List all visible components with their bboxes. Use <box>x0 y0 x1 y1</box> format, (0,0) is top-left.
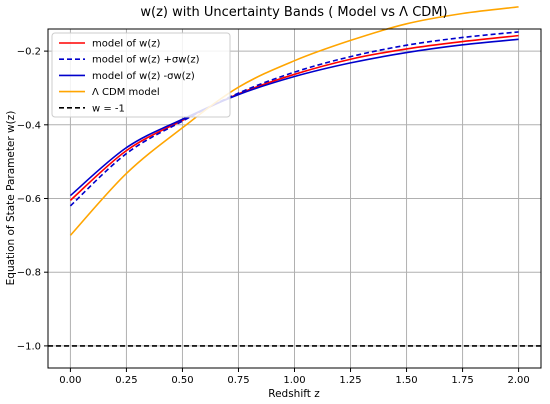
x-tick-label: 0.50 <box>171 375 193 386</box>
y-tick-label: −0.2 <box>17 47 41 58</box>
legend-label-model-of-w-z-w-z: model of w(z) +σw(z) <box>92 55 200 66</box>
series-line-model-of-w-z <box>69 34 519 201</box>
series-line-model-of-w-z-w-z <box>69 31 519 207</box>
legend: model of w(z) model of w(z) +σw(z) model o… <box>51 32 231 118</box>
tick-layer: 0.00 0.25 0.50 0.75 1.00 1.25 1.50 1.75 2.00 −1.0… <box>17 47 530 386</box>
y-tick-label: −0.8 <box>17 268 41 279</box>
y-tick-label: −1.0 <box>17 341 41 352</box>
x-tick-label: 1.75 <box>451 375 473 386</box>
legend-label-w-1: w = -1 <box>92 103 125 114</box>
legend-label-cdm-model: Λ CDM model <box>92 87 160 98</box>
x-axis-label: Redshift z <box>268 388 320 400</box>
y-tick-label: −0.6 <box>17 194 41 205</box>
legend-box <box>51 32 231 118</box>
chart-title: w(z) with Uncertainty Bands ( Model vs Λ… <box>140 5 447 20</box>
x-tick-label: 1.50 <box>395 375 417 386</box>
legend-label-model-of-w-z-w-z: model of w(z) -σw(z) <box>92 71 195 82</box>
legend-label-model-of-w-z: model of w(z) <box>92 39 160 50</box>
y-tick-label: −0.4 <box>17 120 41 131</box>
x-tick-label: 0.75 <box>227 375 249 386</box>
x-tick-label: 1.00 <box>283 375 305 386</box>
series-layer <box>48 6 541 347</box>
series-line-model-of-w-z-w-z <box>69 38 519 197</box>
series-line-cdm-model <box>69 6 519 236</box>
y-axis-label: Equation of State Parameter w(z) <box>5 111 17 286</box>
x-tick-label: 0.00 <box>59 375 81 386</box>
x-tick-label: 2.00 <box>507 375 529 386</box>
x-tick-label: 1.25 <box>339 375 361 386</box>
x-tick-label: 0.25 <box>115 375 137 386</box>
